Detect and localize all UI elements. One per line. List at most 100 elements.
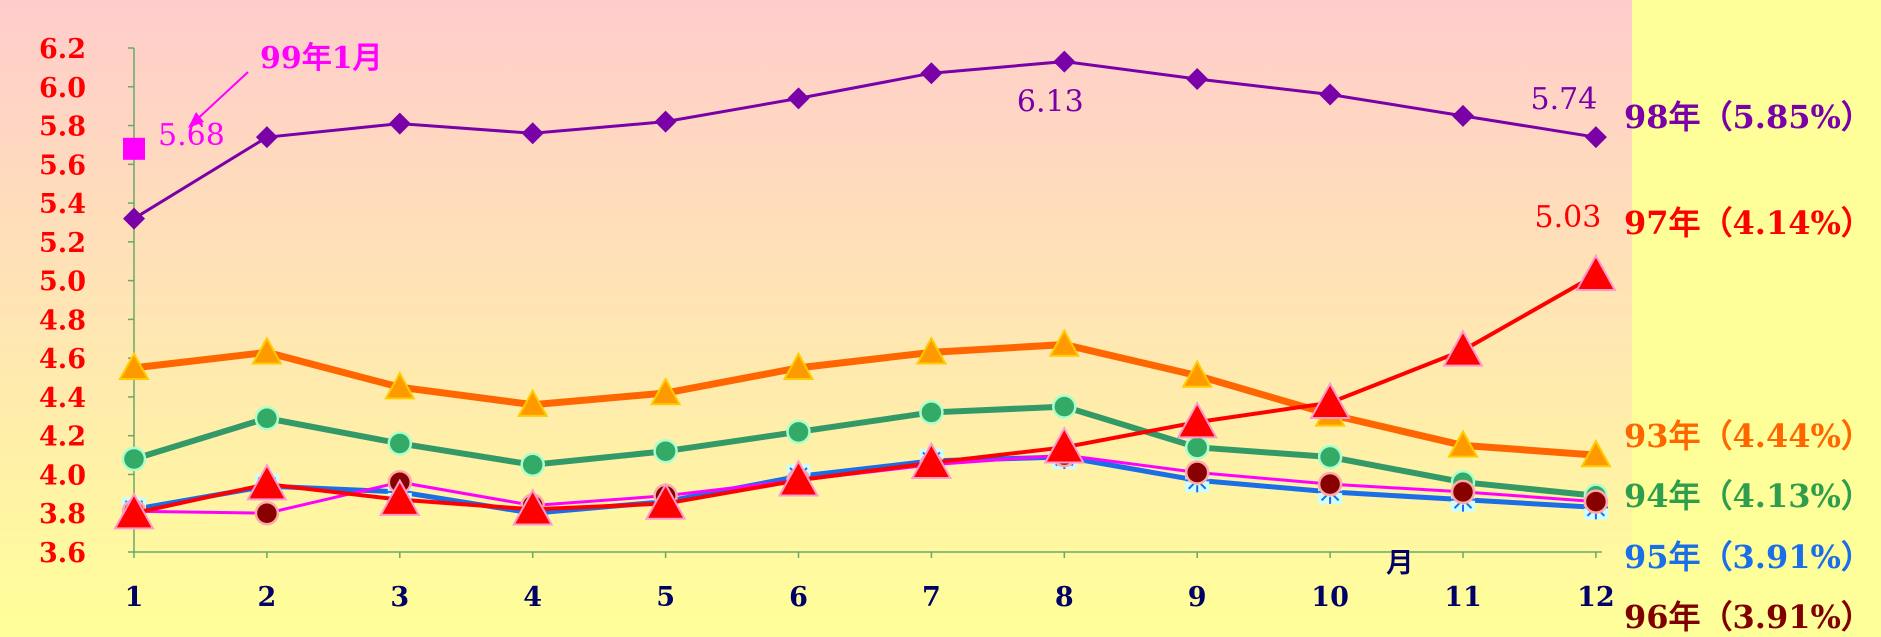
- x-axis-label: 月: [1386, 548, 1414, 579]
- data-point-circle: [919, 400, 944, 425]
- legend-entry: 94年（4.13%）: [1624, 477, 1873, 515]
- data-point-triangle: [1176, 401, 1218, 439]
- series-1: [113, 253, 1617, 530]
- data-point-diamond: [787, 87, 810, 110]
- data-point-circle: [520, 452, 545, 478]
- x-tick-label: 1: [125, 582, 144, 613]
- starburst-ray: [1188, 483, 1195, 490]
- x-tick-label: 10: [1311, 582, 1349, 613]
- x-tick-label: 4: [523, 582, 542, 613]
- data-point-triangle: [1048, 328, 1080, 357]
- y-tick-label: 5.0: [39, 267, 86, 298]
- data-point-diamond: [1053, 50, 1076, 73]
- data-point-triangle: [644, 482, 687, 520]
- starburst-ray: [1332, 494, 1340, 502]
- data-point-triangle: [379, 478, 421, 516]
- y-tick-label: 5.6: [39, 150, 86, 181]
- data-point-circle: [1052, 394, 1077, 419]
- data-point-triangle: [1043, 426, 1085, 464]
- legend-entry: 95年（3.91%）: [1624, 538, 1873, 576]
- legend-entry: 96年（3.91%）: [1624, 598, 1873, 636]
- data-point-triangle: [251, 336, 283, 365]
- data-point-triangle: [118, 351, 150, 381]
- x-tick-label: 2: [258, 582, 277, 613]
- data-point-diamond: [521, 122, 544, 145]
- y-tick-label: 4.4: [39, 383, 86, 414]
- starburst-ray: [1465, 502, 1473, 509]
- y-tick-label: 6.2: [39, 34, 86, 65]
- y-tick-label: 4.0: [39, 460, 86, 491]
- data-point-circle: [653, 438, 678, 464]
- data-point-triangle: [1447, 429, 1479, 458]
- data-point-circle: [1317, 444, 1343, 470]
- data-point-triangle: [113, 492, 155, 530]
- data-point-diamond: [1584, 126, 1607, 149]
- x-tick-label: 7: [922, 582, 941, 613]
- data-point-diamond: [1452, 104, 1474, 127]
- x-tick-label: 11: [1444, 582, 1482, 613]
- data-point-triangle: [1575, 253, 1617, 291]
- data-point-triangle: [1442, 329, 1484, 367]
- data-point-triangle: [649, 376, 682, 406]
- data-point-circle: [387, 431, 413, 456]
- y-tick-label: 4.8: [39, 305, 86, 336]
- data-point-circle: [121, 446, 147, 472]
- data-point-diamond: [1319, 83, 1342, 106]
- highlight-arrow: [191, 71, 249, 125]
- data-point-triangle: [782, 351, 815, 381]
- series-2: [118, 328, 1612, 468]
- y-tick-label: 3.8: [39, 499, 86, 530]
- x-tick-label: 9: [1188, 582, 1207, 613]
- data-point-diamond: [255, 126, 278, 149]
- data-label: 5.03: [1535, 200, 1602, 235]
- starburst-ray: [1320, 494, 1328, 502]
- highlight-arrow-head: [188, 112, 204, 128]
- starburst-ray: [1453, 502, 1461, 509]
- data-point-triangle: [915, 336, 948, 365]
- x-tick-label: 6: [789, 582, 808, 613]
- series-line: [133, 454, 1597, 516]
- legend-entry: 97年（4.14%）: [1624, 204, 1873, 242]
- data-point-diamond: [920, 62, 943, 85]
- data-point-triangle: [512, 488, 554, 526]
- data-point-circle: [1583, 489, 1609, 514]
- data-point-circle: [1450, 479, 1476, 505]
- data-point-circle: [254, 500, 280, 526]
- series-line: [133, 60, 1597, 220]
- data-point-diamond: [388, 112, 411, 135]
- data-point-triangle: [777, 459, 820, 497]
- data-point-circle: [786, 419, 811, 445]
- data-point-triangle: [1181, 359, 1213, 388]
- data-point-diamond: [654, 110, 677, 133]
- y-tick-label: 5.4: [39, 189, 86, 220]
- plot-background: [0, 0, 1632, 637]
- x-tick-label: 12: [1577, 582, 1615, 613]
- y-tick-label: 4.6: [39, 344, 86, 375]
- y-tick-label: 5.8: [39, 112, 86, 143]
- y-tick-label: 3.6: [39, 538, 86, 569]
- data-point-triangle: [1580, 439, 1612, 468]
- x-tick-label: 8: [1055, 582, 1074, 613]
- data-point-circle: [254, 405, 280, 431]
- data-label: 5.74: [1531, 82, 1598, 117]
- data-point-diamond: [1186, 68, 1209, 91]
- x-tick-label: 3: [390, 582, 409, 613]
- highlight-point: [123, 137, 145, 160]
- legend-entry: 93年（4.44%）: [1624, 417, 1873, 455]
- starburst-ray: [1200, 483, 1207, 490]
- y-tick-label: 4.2: [39, 422, 86, 453]
- data-point-circle: [1184, 460, 1210, 485]
- legend-entry: 98年（5.85%）: [1624, 98, 1873, 136]
- x-tick-label: 5: [656, 582, 675, 613]
- data-point-triangle: [384, 371, 416, 400]
- data-point-circle: [1317, 471, 1343, 497]
- highlight-title-label: 99年1月: [260, 41, 383, 76]
- data-point-triangle: [1309, 381, 1351, 419]
- series-0: [123, 50, 1607, 230]
- data-point-circle: [1184, 435, 1210, 460]
- data-point-diamond: [123, 207, 145, 230]
- data-point-triangle: [517, 388, 549, 417]
- data-point-triangle: [910, 441, 953, 480]
